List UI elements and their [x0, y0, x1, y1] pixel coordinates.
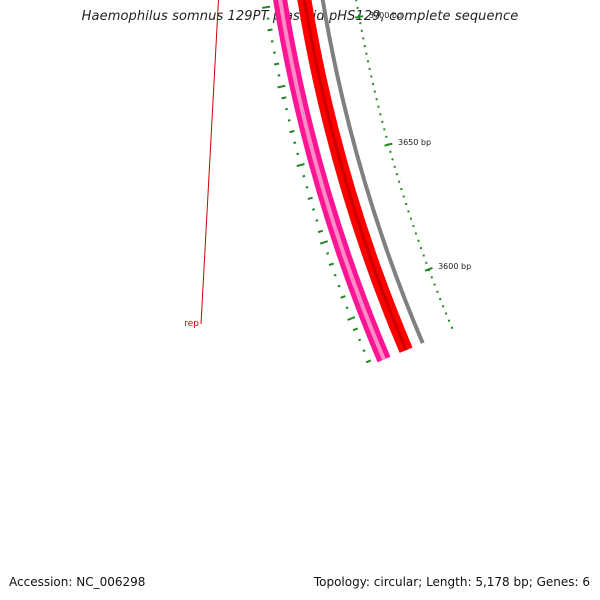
ruler-tick: [384, 142, 393, 147]
ruler-dot: [383, 128, 386, 131]
ruler-dot: [373, 90, 376, 93]
gc-mark: [296, 152, 300, 156]
ruler-dot: [436, 290, 439, 293]
ruler-label: 3700 bp: [369, 11, 402, 20]
ruler-dot: [433, 283, 436, 286]
gc-mark: [277, 84, 286, 89]
ruler-dot: [365, 52, 368, 55]
ruler-dot: [405, 203, 408, 205]
gc-mark: [312, 208, 315, 211]
gc-mark: [326, 252, 330, 255]
ruler-dot: [377, 105, 380, 108]
ruler-dot: [448, 319, 450, 322]
gc-mark: [315, 219, 319, 222]
gc-mark: [358, 338, 362, 342]
gc-mark: [287, 119, 291, 122]
gc-mark: [352, 327, 359, 332]
gene-label-rep: rep: [184, 319, 199, 329]
ruler-dot: [385, 135, 388, 138]
ruler-label: 3600 bp: [438, 262, 471, 271]
ruler-dot: [391, 158, 394, 161]
gc-mark: [317, 229, 324, 234]
ruler-dot: [402, 195, 405, 198]
gc-mark: [277, 74, 281, 77]
backbone-track: [320, 0, 425, 344]
ruler-dot: [417, 239, 420, 242]
ruler-dot: [430, 276, 433, 279]
ruler-dot: [379, 113, 382, 116]
gc-mark: [272, 51, 276, 54]
gc-mark: [293, 141, 297, 145]
ruler-dot: [451, 326, 453, 329]
ruler-dot: [398, 180, 401, 183]
gc-mark: [345, 306, 349, 310]
gc-mark: [274, 62, 280, 66]
ruler-dot: [400, 188, 403, 191]
gc-mark: [337, 284, 341, 288]
ruler-dot: [363, 45, 366, 48]
gc-mark: [365, 359, 372, 364]
accession-label: Accession: NC_006298: [9, 575, 146, 589]
ruler-dot: [367, 60, 369, 63]
ruler-dot: [360, 29, 363, 32]
ruler-dot: [393, 165, 396, 168]
ruler-dot: [381, 120, 384, 123]
ruler-dot: [359, 22, 362, 25]
gc-mark: [333, 273, 337, 277]
ruler-dot: [370, 75, 373, 78]
ruler-dot: [368, 67, 371, 70]
gc-mark: [362, 349, 366, 353]
gene-track-inner-highlight: [303, 0, 408, 351]
bp-ruler: 3950 bp3900 bp3850 bp3800 bp3750 bp3700 …: [355, 0, 471, 329]
gc-mark: [285, 107, 288, 111]
gc-mark: [281, 96, 287, 100]
gc-mark: [347, 316, 356, 321]
ruler-dot: [372, 83, 375, 86]
gc-mark: [305, 186, 309, 189]
gene-track-outer-highlight: [278, 0, 386, 361]
ruler-dot: [355, 0, 358, 2]
ruler-dot: [439, 298, 442, 301]
ruler-dot: [409, 217, 412, 220]
ruler-dot: [445, 312, 448, 315]
gc-mark: [328, 262, 335, 267]
gene-labels: rep: [184, 0, 219, 329]
ruler-dot: [375, 98, 378, 101]
ruler-dot: [422, 254, 425, 257]
gc-mark: [296, 163, 305, 168]
ruler-dot: [412, 225, 415, 228]
ruler-dot: [357, 14, 360, 17]
ruler-dot: [407, 210, 410, 213]
gc-mark: [302, 174, 306, 178]
ruler-dot: [442, 305, 445, 308]
gc-content-track: [262, 5, 372, 364]
gene-leader-line: [200, 0, 219, 325]
gc-mark: [262, 5, 271, 9]
ruler-dot: [414, 232, 417, 235]
ruler-dot: [356, 6, 359, 9]
gc-mark: [267, 28, 273, 32]
ruler-label: 3650 bp: [398, 138, 431, 147]
gc-mark: [289, 130, 295, 134]
ruler-dot: [395, 173, 398, 176]
ruler-tick: [355, 15, 364, 19]
gc-mark: [319, 240, 329, 245]
ruler-dot: [425, 261, 428, 264]
ruler-dot: [389, 150, 392, 153]
summary-label: Topology: circular; Length: 5,178 bp; Ge…: [313, 575, 590, 589]
gc-mark: [270, 40, 274, 43]
gc-mark: [307, 196, 313, 201]
ruler-dot: [420, 247, 422, 250]
ruler-dot: [362, 37, 365, 40]
map-title: Haemophilus somnus 129PT plasmid pHS129,…: [81, 9, 519, 24]
ruler-tick: [424, 266, 433, 272]
gc-mark: [340, 295, 346, 299]
